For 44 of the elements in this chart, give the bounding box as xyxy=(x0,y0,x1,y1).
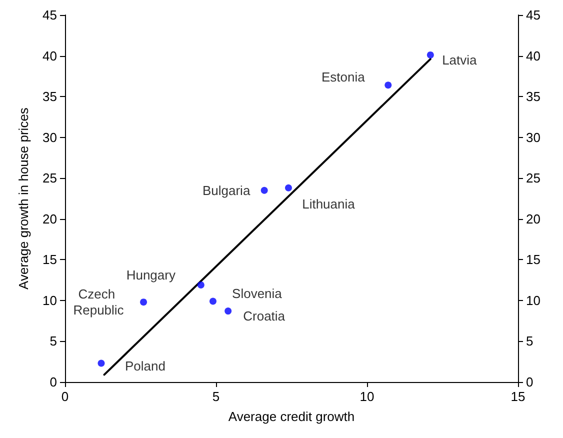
annotation: Estonia xyxy=(321,70,366,85)
point xyxy=(140,298,148,306)
y2-tick-label: 5 xyxy=(526,334,534,349)
y-tick-label: 25 xyxy=(42,170,57,186)
x-axis-title: Average credit growth xyxy=(228,409,355,424)
x-tick-label: 10 xyxy=(360,389,374,404)
y-tick-label: 20 xyxy=(42,211,57,226)
annotation: Czech Republic xyxy=(73,286,124,318)
y-tick-label: 10 xyxy=(42,292,57,308)
y-tick-label: 5 xyxy=(50,334,57,349)
point xyxy=(426,51,434,58)
x-tick-label: 5 xyxy=(212,389,220,404)
point xyxy=(284,184,292,192)
annotation: Hungary xyxy=(126,267,176,282)
annotation: Lithuania xyxy=(302,196,356,212)
annotation: Croatia xyxy=(243,308,286,324)
annotation: Latvia xyxy=(442,52,478,68)
y2-tick-label: 30 xyxy=(526,130,540,145)
y2-tick-label: 15 xyxy=(526,252,540,268)
y-tick-label: 35 xyxy=(42,89,57,104)
y2-tick-label: 10 xyxy=(526,292,540,308)
point xyxy=(384,82,392,89)
x-tick-label: 15 xyxy=(510,389,526,404)
y2-tick-label: 40 xyxy=(526,48,540,64)
y2-tick-label: 45 xyxy=(526,8,540,22)
y2-tick-label: 35 xyxy=(526,89,540,104)
point xyxy=(260,186,268,194)
y-tick-label: 30 xyxy=(42,130,57,145)
y-tick-label: 15 xyxy=(42,252,57,268)
point xyxy=(197,281,204,288)
y2-tick-label: 25 xyxy=(526,170,540,186)
y-tick-label: 0 xyxy=(50,374,57,390)
annotation: Slovenia xyxy=(232,286,283,301)
y-tick-label: 40 xyxy=(42,48,57,64)
point xyxy=(98,360,105,367)
y-axis-title: Average growth in house prices xyxy=(16,107,31,290)
annotation: Bulgaria xyxy=(202,182,251,198)
x-tick-label: 0 xyxy=(61,389,69,404)
y2-tick-label: 0 xyxy=(526,374,534,390)
y-tick-label: 45 xyxy=(42,8,57,22)
point xyxy=(209,298,216,305)
point xyxy=(224,308,232,315)
annotation: Poland xyxy=(125,358,166,374)
y2-tick-label: 20 xyxy=(526,211,540,226)
